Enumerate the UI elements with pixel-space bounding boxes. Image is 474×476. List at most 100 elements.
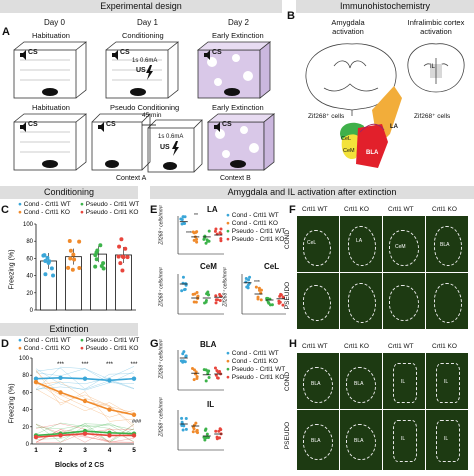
row2-early-extinction-label: Early Extinction	[212, 103, 264, 112]
series-point	[131, 433, 137, 438]
data-point	[192, 378, 196, 382]
individual-trace	[35, 422, 135, 438]
y-tick-label: 60	[26, 256, 33, 262]
header-immunohistochemistry: Immunohistochemistry	[296, 0, 474, 13]
series-point	[107, 378, 112, 383]
individual-trace	[35, 368, 135, 389]
data-point	[214, 294, 218, 298]
region-label-cel: CeL	[341, 136, 352, 142]
data-point	[194, 300, 198, 304]
data-point	[184, 417, 188, 421]
h-label-bla-3: BLA	[311, 438, 321, 444]
data-point	[196, 295, 200, 299]
zif-cells-left-label: Zif268⁺ cells	[308, 113, 345, 120]
data-point	[244, 277, 248, 281]
individual-trace	[35, 366, 135, 391]
sig-marker-2: **	[194, 213, 198, 219]
data-point	[93, 253, 98, 258]
micrograph-h-cond-wt-1: BLA	[296, 352, 340, 410]
g-il-ylabel: Zif268⁺ cells/mm²	[158, 397, 165, 437]
individual-trace	[35, 388, 135, 426]
mouse-silhouettes	[42, 88, 246, 170]
data-point	[45, 255, 50, 260]
data-point	[51, 273, 56, 278]
data-point	[191, 292, 195, 296]
data-point	[205, 292, 209, 296]
micrograph-h-cond-wt-2: IL	[382, 352, 426, 410]
data-point	[218, 427, 222, 431]
data-point	[94, 257, 99, 262]
micrograph-h-pseudo-wt-2: IL	[382, 409, 426, 471]
x-tick-label: 3	[83, 447, 87, 454]
data-point	[218, 298, 222, 302]
series-point	[33, 379, 39, 385]
data-point	[207, 376, 211, 380]
data-point	[248, 275, 252, 279]
data-point	[279, 292, 283, 296]
day1-label: Day 1	[137, 18, 158, 27]
header-conditioning: Conditioning	[0, 186, 138, 199]
individual-trace	[35, 368, 135, 391]
f-col-3: Crtl1 WT	[388, 206, 414, 213]
panel-label-c: C	[1, 204, 9, 216]
f-row-cond: COND	[284, 229, 292, 250]
micrograph-f-cond-wt-2: CeM	[382, 215, 426, 273]
cs-label-3: CS	[212, 49, 222, 56]
data-point	[66, 265, 71, 270]
g-bla-ylabel: Zif268⁺ cells/mm²	[158, 339, 165, 379]
data-point	[196, 431, 200, 435]
h-row-cond: COND	[284, 371, 292, 392]
amygdala-activation-title: Amygdala activation	[331, 18, 365, 36]
y-tick-label: 40	[22, 408, 29, 414]
legend-d-item-0: ● Cond - Crtl1 WT	[18, 337, 71, 344]
data-point	[214, 227, 218, 231]
data-point	[180, 289, 184, 293]
series-point	[33, 434, 39, 440]
header-amygdala-il: Amygdala and IL activation after extinct…	[150, 186, 474, 199]
scatter-la	[177, 215, 224, 255]
h-col-1: Crtl1 WT	[302, 343, 328, 350]
series-point	[58, 433, 63, 438]
legend-d-label-0: Cond - Crtl1 WT	[23, 337, 71, 344]
data-point	[184, 427, 188, 431]
data-point	[183, 222, 187, 226]
h-col-4: Crtl1 KO	[432, 343, 457, 350]
y-tick-label: 80	[26, 239, 33, 245]
row2-pseudo-conditioning-label: Pseudo Conditioning	[110, 103, 180, 112]
data-point	[203, 438, 207, 442]
data-point	[254, 285, 258, 289]
data-point	[257, 288, 261, 292]
legend-marker-icon: ●	[226, 358, 230, 365]
legend-d-item-2: ● Pseudo - Crtl1 WT	[80, 337, 139, 344]
line-chart-extinction: 0 20 40 60 80 100 1 2 3 4 5 *** *** *** *** ###	[19, 356, 142, 454]
x-tick-label: 5	[132, 447, 136, 454]
data-point	[213, 366, 217, 370]
panel-label-a: A	[2, 26, 10, 38]
g-il-title: IL	[207, 400, 215, 409]
region-label-la: LA	[390, 124, 398, 130]
data-point	[181, 359, 185, 363]
legend-e-label-1: Cond - Crtl1 KO	[231, 220, 278, 227]
data-point	[119, 237, 124, 242]
panel-label-h: H	[289, 338, 297, 350]
context-boxes-drawing	[13, 41, 276, 173]
legend-marker-icon: ●	[226, 236, 230, 243]
legend-c-label-2: Pseudo - Crtl1 WT	[85, 201, 140, 208]
panel-label-f: F	[289, 204, 296, 216]
series-point	[107, 433, 112, 438]
data-point	[245, 285, 249, 289]
legend-marker-icon: ●	[226, 228, 230, 235]
micrograph-h-pseudo-wt-1: BLA	[296, 409, 340, 471]
significance-stars: ***	[57, 362, 65, 368]
individual-trace	[35, 381, 135, 428]
data-point	[77, 266, 82, 271]
e-cem-title: CeM	[200, 262, 217, 271]
data-point	[214, 301, 218, 305]
legend-c-item-2: ● Pseudo - Crtl1 WT	[80, 201, 139, 208]
data-point	[217, 429, 221, 433]
f-col-4: Crtl1 KO	[432, 206, 457, 213]
region-label-bla: BLA	[366, 150, 379, 156]
data-point	[42, 253, 47, 258]
data-point	[215, 369, 219, 373]
panel-label-e: E	[150, 204, 158, 216]
